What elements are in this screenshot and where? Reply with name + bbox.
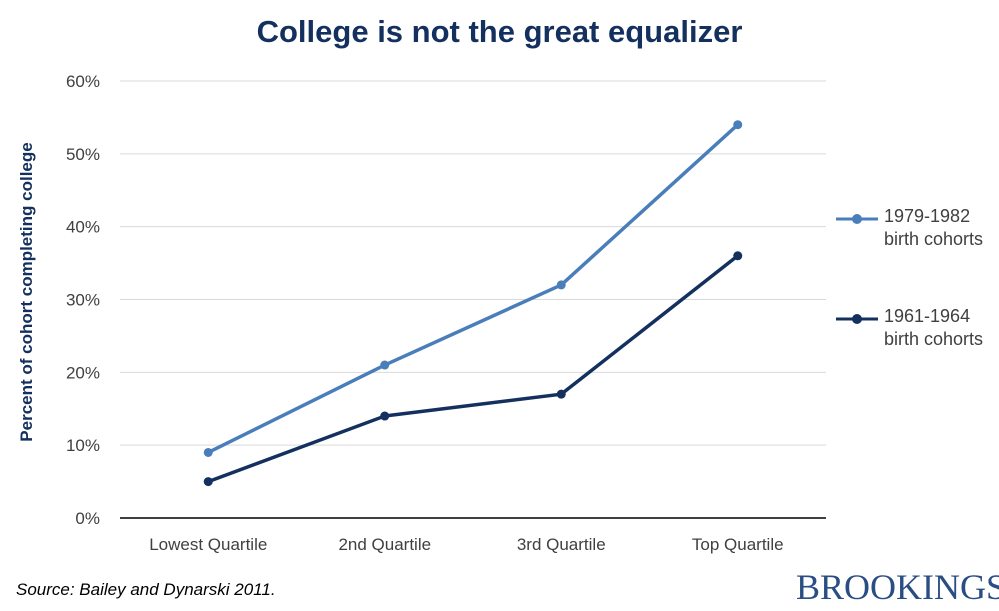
data-point (733, 251, 743, 261)
data-point (203, 447, 213, 457)
y-tick-label: 10% (66, 436, 100, 455)
x-tick-label: Lowest Quartile (149, 535, 267, 554)
data-point (556, 280, 566, 290)
data-point (556, 389, 566, 399)
data-point (380, 360, 390, 370)
legend-line-marker-icon (836, 214, 878, 224)
brookings-logo: BROOKINGS (796, 567, 999, 607)
y-tick-label: 20% (66, 363, 100, 382)
x-tick-label: 3rd Quartile (517, 535, 606, 554)
data-point (203, 477, 213, 487)
y-tick-label: 40% (66, 218, 100, 237)
data-point (733, 120, 743, 130)
x-tick-label: 2nd Quartile (338, 535, 431, 554)
series-line-0 (207, 123, 739, 455)
data-point (380, 411, 390, 421)
chart-title: College is not the great equalizer (256, 14, 743, 49)
x-tick-label: Top Quartile (692, 535, 784, 554)
series-line-1 (207, 254, 739, 484)
y-tick-label: 50% (66, 145, 100, 164)
y-tick-label: 60% (66, 72, 100, 91)
legend-label: 1961-1964 birth cohorts (884, 306, 984, 349)
source-note: Source: Bailey and Dynarski 2011. (16, 580, 276, 599)
legend-line-marker-icon (836, 314, 878, 324)
y-tick-label: 0% (75, 509, 100, 528)
y-tick-label: 30% (66, 291, 100, 310)
legend-label: 1979-1982 birth cohorts (884, 206, 984, 249)
